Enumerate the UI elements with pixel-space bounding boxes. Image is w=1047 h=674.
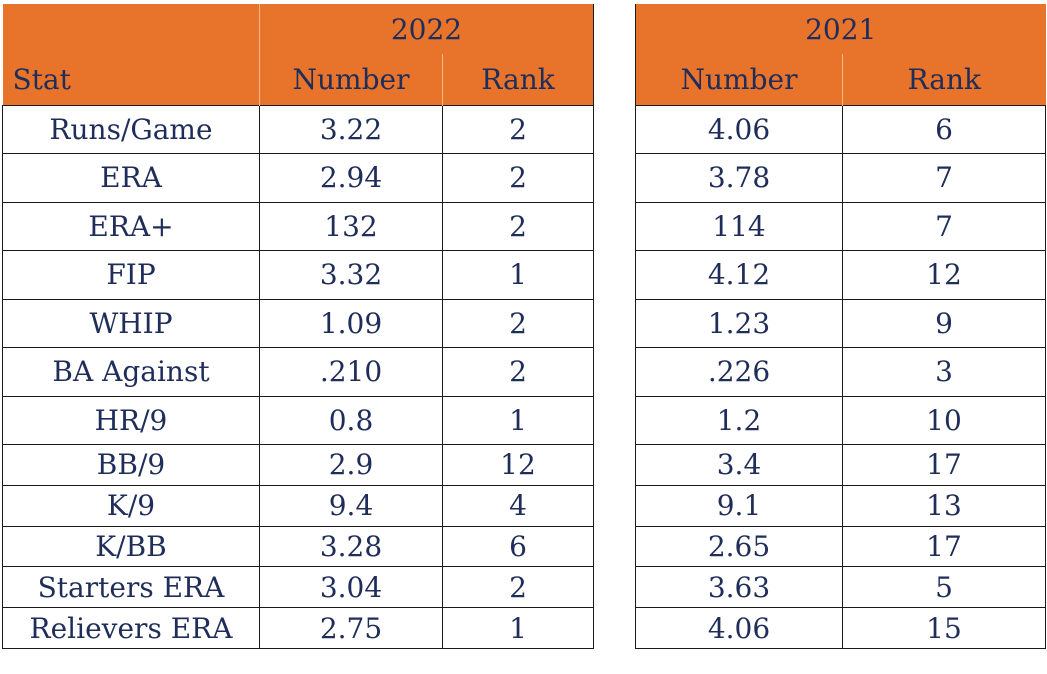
number-2021-cell: .226 [635, 347, 843, 397]
year-2021-header: 2021 [805, 12, 877, 46]
number-2021-cell: 3.4 [635, 444, 843, 486]
column-gap [593, 202, 636, 251]
rank-2022-cell: 2 [442, 153, 594, 203]
stat-name-cell: Runs/Game [2, 104, 260, 154]
table-row: K/9 9.4 4 9.1 13 [2, 484, 1046, 527]
number-2021-cell: 3.63 [635, 566, 843, 609]
number-2022-cell: 1.09 [259, 298, 443, 348]
number-2021-cell: 114 [635, 201, 843, 251]
stat-name-cell: ERA+ [2, 201, 260, 251]
rank-2022-cell: 1 [442, 607, 594, 649]
year-2022-header: 2022 [390, 12, 463, 46]
column-gap [593, 485, 636, 527]
stat-name-cell: Starters ERA [2, 566, 260, 609]
rank-2021-cell: 17 [842, 525, 1046, 568]
number-2022-column-header: Number [259, 54, 443, 105]
number-2021-column-header: Number [635, 54, 843, 105]
number-2022-cell: .210 [259, 347, 443, 397]
rank-2021-cell: 7 [842, 153, 1046, 203]
number-2021-cell: 2.65 [635, 525, 843, 568]
column-gap [593, 566, 636, 608]
number-2021-cell: 1.23 [635, 298, 843, 348]
rank-2022-cell: 4 [442, 484, 594, 527]
stat-name-cell: Relievers ERA [2, 607, 260, 649]
rank-2022-cell: 1 [442, 395, 594, 445]
table-row: ERA 2.94 2 3.78 7 [2, 153, 1046, 203]
column-gap [593, 250, 636, 299]
stat-name-cell: FIP [2, 250, 260, 300]
table-row: Starters ERA 3.04 2 3.63 5 [2, 566, 1046, 609]
stat-name-cell: BB/9 [2, 444, 260, 486]
column-gap [593, 444, 636, 486]
column-gap [593, 4, 636, 54]
table-row: FIP 3.32 1 4.12 12 [2, 250, 1046, 300]
column-gap [593, 153, 636, 202]
stat-name-cell: K/9 [2, 484, 260, 527]
number-2022-cell: 3.22 [259, 104, 443, 154]
rank-2022-cell: 2 [442, 566, 594, 609]
table-head: 2022 2021 Stat Number Rank Number Rank [2, 4, 1046, 105]
number-2021-cell: 1.2 [635, 395, 843, 445]
rank-2022-cell: 2 [442, 201, 594, 251]
number-2022-cell: 132 [259, 201, 443, 251]
column-header-row: Stat Number Rank Number Rank [2, 54, 1046, 105]
column-gap [593, 54, 636, 105]
table-row: HR/9 0.8 1 1.2 10 [2, 395, 1046, 445]
column-gap [593, 299, 636, 348]
stat-name-cell: ERA [2, 153, 260, 203]
number-2021-cell: 4.06 [635, 104, 843, 154]
rank-2021-cell: 13 [842, 484, 1046, 527]
rank-2021-cell: 6 [842, 104, 1046, 154]
rank-2022-column-header: Rank [481, 62, 555, 96]
column-gap [593, 607, 636, 649]
table-body: Runs/Game 3.22 2 4.06 6 ERA 2.94 2 3.78 7 ERA+ 132 2… [2, 104, 1046, 649]
rank-2022-cell: 2 [442, 104, 594, 154]
number-2021-cell: 4.12 [635, 250, 843, 300]
rank-2022-cell: 1 [442, 250, 594, 300]
rank-2021-cell: 10 [842, 395, 1046, 445]
rank-2022-cell: 12 [442, 444, 594, 486]
rank-2021-cell: 17 [842, 444, 1046, 486]
table-row: K/BB 3.28 6 2.65 17 [2, 525, 1046, 568]
rank-2022-cell: 6 [442, 525, 594, 568]
column-gap [593, 105, 636, 154]
rank-2021-cell: 15 [842, 607, 1046, 649]
stat-name-cell: BA Against [2, 347, 260, 397]
header-blank-cell [2, 4, 260, 54]
number-2022-cell: 3.28 [259, 525, 443, 568]
column-gap [593, 347, 636, 396]
table-row: BB/9 2.9 12 3.4 17 [2, 444, 1046, 486]
year-header-row: 2022 2021 [2, 4, 1046, 54]
rank-2022-cell: 2 [442, 298, 594, 348]
rank-2021-cell: 5 [842, 566, 1046, 609]
rank-2021-column-header: Rank [907, 62, 981, 96]
rank-2021-cell: 3 [842, 347, 1046, 397]
number-2022-cell: 3.04 [259, 566, 443, 609]
number-2022-cell: 2.9 [259, 444, 443, 486]
table-row: BA Against .210 2 .226 3 [2, 347, 1046, 397]
number-2022-cell: 2.75 [259, 607, 443, 649]
number-2022-cell: 3.32 [259, 250, 443, 300]
stat-name-cell: K/BB [2, 525, 260, 568]
table-row: Relievers ERA 2.75 1 4.06 15 [2, 607, 1046, 649]
number-2022-cell: 0.8 [259, 395, 443, 445]
stat-column-header: Stat [2, 54, 260, 105]
table-row: ERA+ 132 2 114 7 [2, 201, 1046, 251]
rank-2022-cell: 2 [442, 347, 594, 397]
column-gap [593, 396, 636, 445]
rank-2021-cell: 12 [842, 250, 1046, 300]
rank-2021-cell: 9 [842, 298, 1046, 348]
column-gap [593, 526, 636, 567]
number-2021-cell: 4.06 [635, 607, 843, 649]
number-2021-cell: 9.1 [635, 484, 843, 527]
stat-name-cell: WHIP [2, 298, 260, 348]
table-row: Runs/Game 3.22 2 4.06 6 [2, 104, 1046, 154]
stat-name-cell: HR/9 [2, 395, 260, 445]
number-2022-cell: 2.94 [259, 153, 443, 203]
table-row: WHIP 1.09 2 1.23 9 [2, 298, 1046, 348]
stats-table: 2022 2021 Stat Number Rank Number Rank R… [2, 4, 1046, 649]
number-2021-cell: 3.78 [635, 153, 843, 203]
number-2022-cell: 9.4 [259, 484, 443, 527]
rank-2021-cell: 7 [842, 201, 1046, 251]
